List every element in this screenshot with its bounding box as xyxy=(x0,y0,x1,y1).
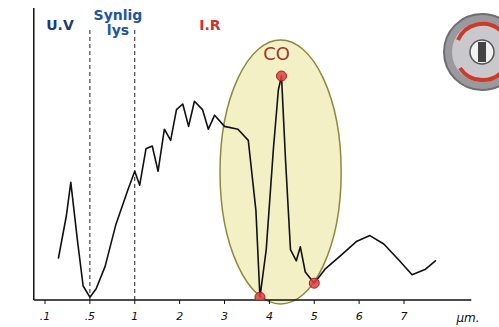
x-tick xyxy=(89,300,90,304)
x-tick xyxy=(179,300,180,304)
device-face xyxy=(452,22,499,82)
region-label: U.V xyxy=(46,17,74,33)
region-divider xyxy=(134,30,135,300)
x-tick xyxy=(269,300,270,304)
device-window xyxy=(470,40,494,64)
x-tick xyxy=(45,300,46,304)
x-tick-label: 2 xyxy=(176,310,183,323)
x-tick xyxy=(404,300,405,304)
x-tick xyxy=(134,300,135,304)
device-ring xyxy=(460,68,499,80)
device-body xyxy=(444,14,499,90)
device-sensor xyxy=(478,42,486,62)
highlight-ellipse xyxy=(220,40,341,304)
x-tick xyxy=(359,300,360,304)
x-tick xyxy=(224,300,225,304)
region-divider xyxy=(89,30,90,300)
x-tick-label: 4 xyxy=(266,310,273,323)
device-photo xyxy=(444,14,499,90)
marker-point xyxy=(276,71,286,81)
x-tick-label: .5 xyxy=(85,310,96,323)
region-label: Synliglys xyxy=(94,7,143,38)
spectrum-line xyxy=(58,76,435,297)
x-tick-label: 6 xyxy=(356,310,363,323)
x-tick-label: .1 xyxy=(40,310,51,323)
marker-point xyxy=(309,278,319,288)
x-tick-label: 1 xyxy=(131,310,138,323)
x-tick-label: 7 xyxy=(401,310,408,323)
x-tick-label: 3 xyxy=(221,310,228,323)
chart: .1 .5 1 2 3 4 5 6 7 µm. U.V Synliglys I.R CO xyxy=(0,0,499,327)
x-tick-label: 5 xyxy=(311,310,318,323)
region-label: I.R xyxy=(199,17,221,33)
y-axis xyxy=(33,8,35,300)
plot-area xyxy=(58,71,435,300)
x-axis-label: µm. xyxy=(455,311,479,325)
x-axis xyxy=(34,299,472,301)
x-tick xyxy=(314,300,315,304)
highlight-label: CO xyxy=(263,43,290,64)
marker-point xyxy=(255,292,265,300)
device-ring xyxy=(458,24,499,40)
